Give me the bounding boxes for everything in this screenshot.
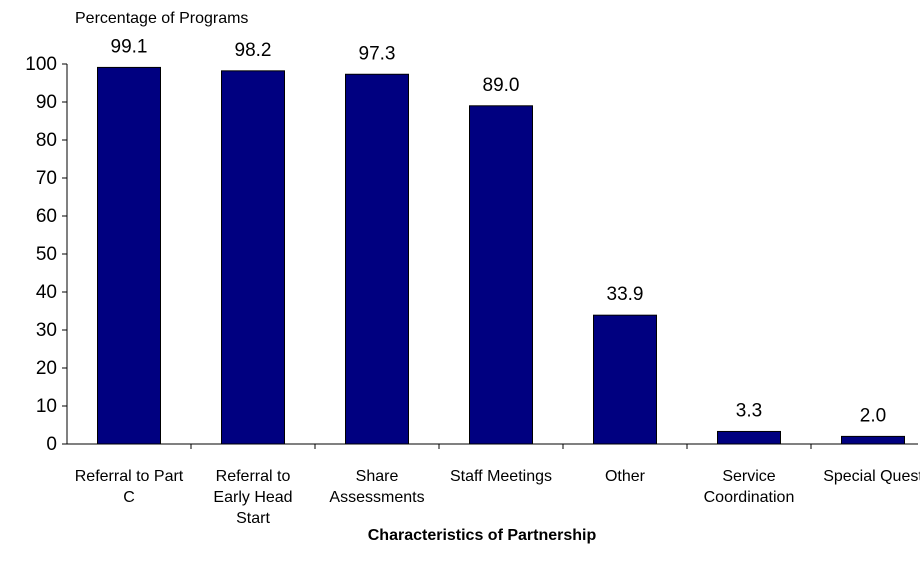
x-tick-label: Special Quest xyxy=(823,468,920,485)
bar xyxy=(221,70,285,445)
value-label: 89.0 xyxy=(483,75,520,96)
y-tick-label: 10 xyxy=(36,396,57,417)
y-tick-label: 30 xyxy=(36,320,57,341)
y-tick-label: 50 xyxy=(36,244,57,265)
y-tick-label: 60 xyxy=(36,206,57,227)
x-axis-title: Characteristics of Partnership xyxy=(368,527,597,544)
bar xyxy=(345,73,409,445)
bar xyxy=(717,430,781,445)
bar xyxy=(841,435,905,445)
y-tick-label: 0 xyxy=(46,434,57,455)
y-tick-label: 20 xyxy=(36,358,57,379)
bar xyxy=(97,66,161,445)
value-label: 98.2 xyxy=(235,40,272,61)
y-tick-label: 100 xyxy=(25,54,57,75)
x-tick-label: Referral to Part C xyxy=(74,468,184,506)
bar xyxy=(593,314,657,445)
value-label: 3.3 xyxy=(736,400,762,421)
value-label: 97.3 xyxy=(359,43,396,64)
x-tick-label: Referral to Early Head Start xyxy=(213,468,293,527)
x-tick-label: Other xyxy=(604,468,645,485)
y-tick-label: 40 xyxy=(36,282,57,303)
x-tick-label: Share Assessments xyxy=(329,468,425,506)
x-tick-label: Service Coordination xyxy=(703,468,795,506)
y-tick-label: 90 xyxy=(36,92,57,113)
y-tick-label: 80 xyxy=(36,130,57,151)
bar xyxy=(469,105,533,445)
y-axis-title: Percentage of Programs xyxy=(75,10,248,27)
y-tick-label: 70 xyxy=(36,168,57,189)
value-label: 33.9 xyxy=(607,284,644,305)
value-label: 2.0 xyxy=(860,405,886,426)
value-label: 99.1 xyxy=(111,36,148,57)
x-tick-label: Staff Meetings xyxy=(450,468,552,485)
